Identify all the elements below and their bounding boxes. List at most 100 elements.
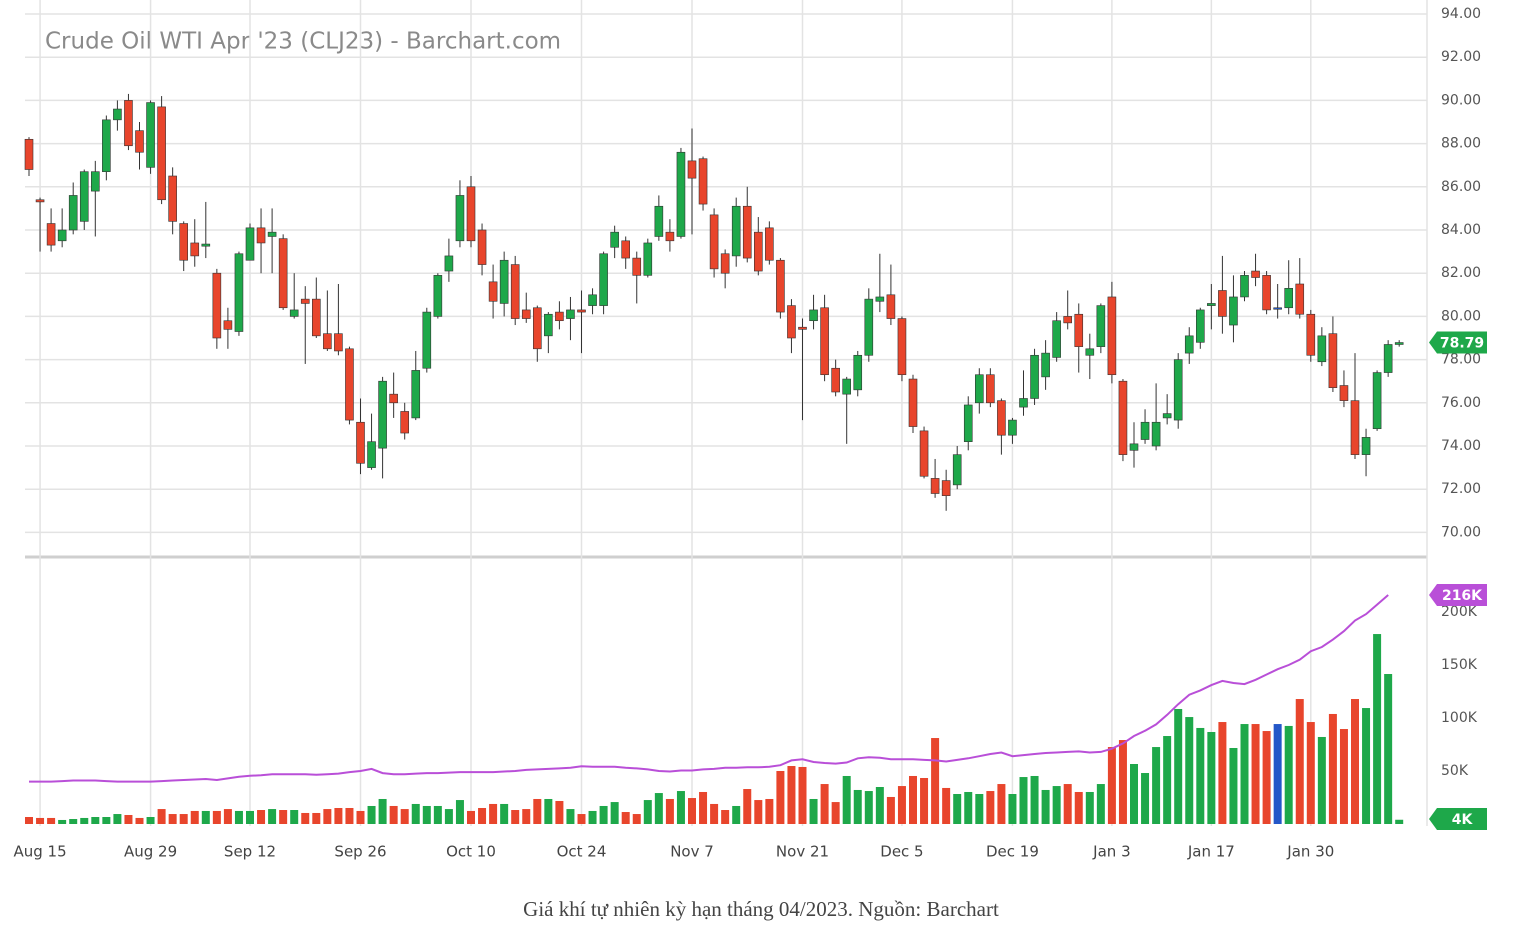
candle-body bbox=[1317, 335, 1327, 363]
volume-bar bbox=[91, 817, 100, 824]
volume-bar bbox=[1052, 786, 1061, 824]
volume-bar bbox=[1074, 791, 1083, 824]
candle-body bbox=[1162, 413, 1172, 419]
volume-bar bbox=[212, 810, 221, 824]
candle-body bbox=[853, 354, 863, 391]
x-tick-label: Sep 12 bbox=[224, 843, 276, 861]
volume-bar bbox=[665, 798, 674, 824]
candle-body bbox=[267, 231, 277, 237]
volume-bar bbox=[356, 810, 365, 824]
volume-bar bbox=[500, 803, 509, 824]
volume-bar bbox=[920, 777, 929, 824]
candle-body bbox=[57, 229, 67, 242]
candle-body bbox=[1063, 316, 1072, 324]
candle-body bbox=[765, 227, 774, 261]
volume-bar bbox=[798, 766, 807, 824]
candle-body bbox=[444, 255, 454, 272]
y-tick-label: 90.00 bbox=[1441, 92, 1481, 108]
candle-body bbox=[345, 348, 354, 421]
candle-body bbox=[588, 294, 597, 306]
candle-body bbox=[510, 264, 520, 319]
candle-body bbox=[577, 309, 586, 313]
volume-bar bbox=[47, 817, 56, 824]
volume-bar bbox=[389, 805, 398, 824]
candle-body bbox=[1140, 421, 1150, 440]
candle-body bbox=[941, 480, 951, 496]
volume-bar bbox=[1251, 724, 1260, 824]
volume-bar bbox=[301, 812, 310, 824]
volume-tag: 4K bbox=[1452, 812, 1474, 828]
candle-body bbox=[201, 243, 211, 247]
volume-bar bbox=[820, 784, 829, 824]
last-price-tag-box bbox=[1429, 331, 1487, 354]
volume-bar bbox=[997, 784, 1006, 824]
volume-bar bbox=[909, 775, 917, 824]
volume-bar bbox=[334, 807, 343, 824]
candle-body bbox=[256, 227, 266, 244]
volume-bar bbox=[257, 810, 266, 824]
y2-tick-label: 200K bbox=[1441, 604, 1478, 620]
candle-body bbox=[300, 298, 310, 304]
candle-body bbox=[499, 259, 509, 304]
candle-body bbox=[223, 320, 233, 330]
candle-body bbox=[1085, 348, 1095, 356]
volume-bar bbox=[842, 775, 851, 824]
volume-bar bbox=[732, 805, 741, 824]
x-tick-label: Dec 19 bbox=[986, 843, 1039, 861]
candle-body bbox=[974, 374, 984, 404]
candle-body bbox=[555, 311, 564, 322]
volume-bar bbox=[1218, 722, 1227, 824]
volume-bar bbox=[1306, 722, 1315, 824]
volume-bar bbox=[931, 738, 940, 824]
candle-body bbox=[91, 171, 100, 192]
volume-bar bbox=[113, 814, 122, 824]
y-tick-label: 92.00 bbox=[1441, 49, 1481, 65]
volume-bar bbox=[411, 803, 420, 824]
y-tick-label: 86.00 bbox=[1441, 179, 1481, 195]
volume-bar bbox=[367, 805, 376, 824]
volume-bar bbox=[1373, 634, 1382, 824]
x-tick-label: Oct 24 bbox=[557, 843, 607, 861]
volume-bar bbox=[1262, 731, 1271, 824]
x-tick-label: Aug 15 bbox=[13, 843, 66, 861]
volume-bar bbox=[467, 810, 475, 824]
volume-bar bbox=[566, 809, 575, 824]
volume-bar bbox=[1395, 819, 1404, 824]
y2-tick-label: 150K bbox=[1441, 657, 1478, 673]
candle-body bbox=[1074, 313, 1084, 347]
candle-body bbox=[323, 333, 332, 350]
candle-body bbox=[1284, 288, 1293, 309]
candle-body bbox=[930, 478, 940, 494]
candle-body bbox=[400, 411, 410, 434]
y-tick-label: 94.00 bbox=[1441, 6, 1481, 22]
volume-bar bbox=[1096, 784, 1105, 824]
volume-bar bbox=[588, 810, 597, 824]
candle-body bbox=[1251, 270, 1260, 278]
candle-body bbox=[997, 400, 1006, 436]
volume-bar bbox=[135, 817, 144, 824]
volume-bar bbox=[1130, 764, 1138, 824]
candle-body bbox=[831, 367, 840, 393]
candle-body bbox=[643, 242, 653, 276]
volume-bar bbox=[279, 810, 288, 824]
volume-bar bbox=[544, 798, 553, 824]
candle-body bbox=[422, 311, 432, 369]
candle-body bbox=[179, 223, 188, 261]
volume-bar bbox=[1229, 747, 1238, 824]
candle-body bbox=[190, 242, 200, 257]
x-tick-label: Jan 30 bbox=[1286, 843, 1334, 861]
candle-body bbox=[311, 298, 321, 337]
volume-bar bbox=[599, 805, 608, 824]
volume-bar bbox=[765, 798, 774, 824]
volume-bar bbox=[1041, 789, 1050, 824]
x-tick-label: Aug 29 bbox=[124, 843, 177, 861]
volume-bar bbox=[223, 809, 232, 824]
candle-body bbox=[544, 313, 553, 337]
candle-body bbox=[1052, 320, 1061, 358]
volume-bar bbox=[1328, 713, 1337, 824]
volume-bar bbox=[190, 810, 199, 824]
volume-bar bbox=[478, 807, 487, 824]
candle-body bbox=[1328, 333, 1338, 388]
volume-bar bbox=[809, 798, 818, 824]
volume-bar bbox=[975, 794, 984, 824]
